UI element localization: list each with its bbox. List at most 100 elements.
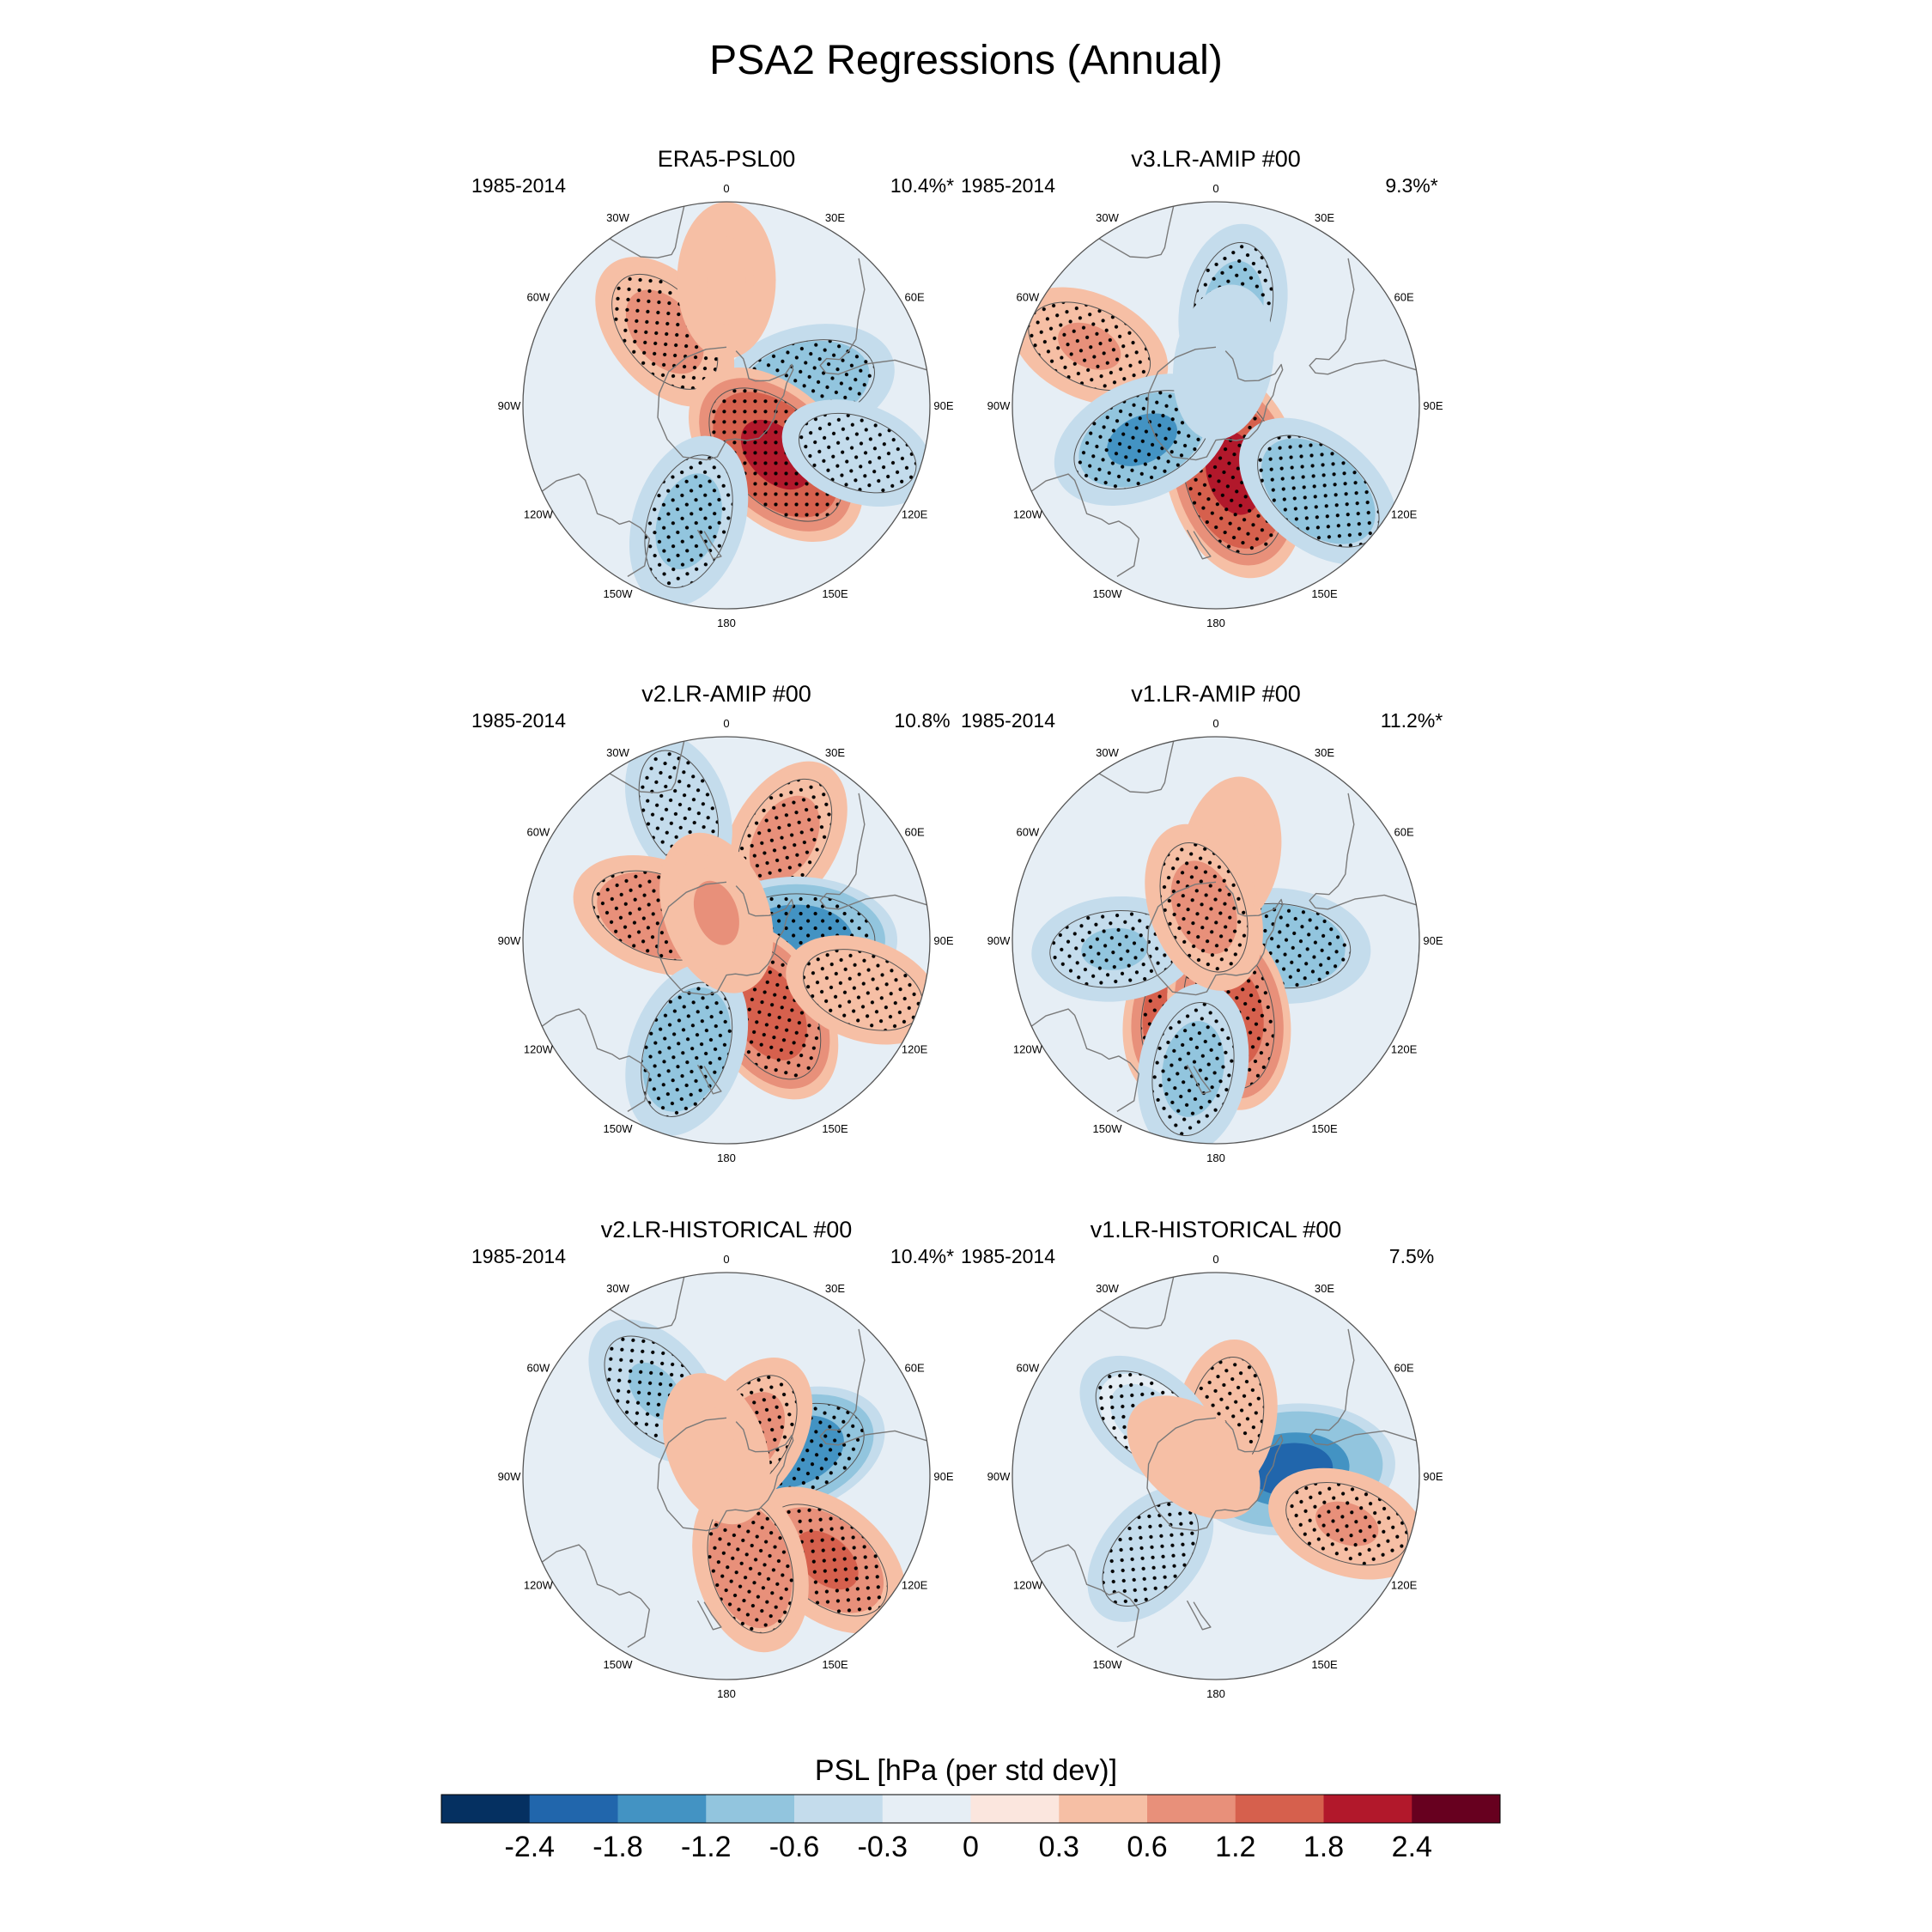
anomaly-cell	[629, 435, 749, 607]
figure-title: PSA2 Regressions (Annual)	[709, 38, 1223, 83]
colorbar-swatch	[441, 1795, 531, 1823]
coastline	[1309, 793, 1417, 910]
lon-label: 0	[1212, 717, 1218, 730]
lon-label: 90E	[1423, 1470, 1443, 1483]
lon-label: 180	[1206, 617, 1225, 629]
lon-label: 90W	[498, 399, 521, 412]
lon-label: 180	[717, 1151, 736, 1164]
coastline	[609, 741, 685, 793]
map-panel: v1.LR-AMIP #00 1985-2014 11.2%* 0 30E 60E 90E 1…	[961, 681, 1443, 1164]
lon-label: 150E	[1311, 1122, 1338, 1135]
anomaly-cell	[721, 761, 848, 918]
lon-label: 0	[723, 1253, 729, 1266]
lon-label: 90E	[1423, 399, 1443, 412]
colorbar-swatch	[970, 1795, 1060, 1823]
anomaly-cell	[1031, 896, 1198, 1002]
coastline	[541, 1008, 650, 1112]
anomaly-cell	[1012, 287, 1169, 406]
colorbar-swatch	[1235, 1795, 1324, 1823]
panel-period: 1985-2014	[961, 709, 1055, 732]
lon-label: 30E	[1315, 1282, 1334, 1295]
coastline	[1098, 1277, 1175, 1329]
anomaly-cell	[1239, 417, 1398, 565]
panel-period: 1985-2014	[961, 174, 1055, 197]
map-outline	[1012, 201, 1420, 610]
coastline	[696, 1600, 722, 1631]
coastline	[1098, 206, 1175, 258]
lon-label: 150W	[1093, 1122, 1123, 1135]
coastline	[1309, 258, 1417, 375]
coastline	[1186, 529, 1212, 560]
coastline	[1186, 1600, 1212, 1631]
lon-label: 60W	[1017, 826, 1040, 839]
lon-label: 30E	[1315, 211, 1334, 224]
lon-label: 30W	[1096, 746, 1119, 759]
panel-period: 1985-2014	[471, 1245, 566, 1267]
lon-label: 90E	[933, 399, 953, 412]
lon-label: 120W	[524, 508, 554, 521]
lon-label: 30E	[825, 746, 845, 759]
colorbar-tick: 0.6	[1127, 1831, 1167, 1863]
panel-variance: 7.5%	[1389, 1245, 1434, 1267]
colorbar-swatch	[706, 1795, 795, 1823]
significance-stipple	[798, 412, 917, 494]
anomaly-cell	[1054, 374, 1230, 507]
map-outline	[522, 201, 931, 610]
lon-label: 0	[1212, 182, 1218, 195]
lon-label: 120E	[1391, 508, 1418, 521]
lon-label: 30E	[825, 1282, 845, 1295]
map-panel: v2.LR-HISTORICAL #00 1985-2014 10.4%* 0 30E 6…	[471, 1217, 954, 1700]
map-outline	[522, 736, 931, 1145]
lon-label: 120E	[902, 1043, 928, 1056]
lon-label: 90W	[498, 1470, 521, 1483]
panel-title: v2.LR-HISTORICAL #00	[601, 1217, 853, 1242]
coastline	[819, 793, 927, 910]
lon-label: 30E	[1315, 746, 1334, 759]
colorbar-tick: -1.8	[592, 1831, 643, 1863]
coastline	[819, 1328, 927, 1446]
anomaly-cell	[692, 1479, 809, 1653]
lon-label: 90E	[933, 1470, 953, 1483]
lon-label: 0	[1212, 1253, 1218, 1266]
lon-label: 150W	[604, 587, 634, 600]
colorbar-swatch	[1147, 1795, 1236, 1823]
coastline	[541, 1544, 650, 1648]
coastline	[657, 346, 794, 461]
coastline	[1146, 881, 1284, 996]
coastline	[1030, 473, 1140, 577]
anomaly-cell	[781, 399, 930, 507]
lon-label: 120E	[902, 508, 928, 521]
colorbar-swatch	[1412, 1795, 1501, 1823]
coastline	[657, 1417, 794, 1532]
colorbar-tick: 0	[963, 1831, 979, 1863]
lon-label: 120W	[524, 1579, 554, 1592]
lon-label: 60E	[905, 291, 925, 304]
lon-label: 150E	[822, 587, 848, 600]
anomaly-cell	[1145, 823, 1263, 991]
colorbar-label: PSL [hPa (per std dev)]	[815, 1754, 1117, 1787]
lon-label: 30E	[825, 211, 845, 224]
colorbar-swatch	[794, 1795, 884, 1823]
lon-label: 30W	[606, 746, 629, 759]
anomaly-cell	[677, 202, 776, 359]
coastline	[1030, 1008, 1140, 1112]
coastline	[1030, 1544, 1140, 1648]
map-field	[1012, 737, 1419, 1144]
anomaly-cell	[1268, 1467, 1419, 1580]
colorbar-swatch	[617, 1795, 707, 1823]
colorbar-swatch	[882, 1795, 971, 1823]
lon-label: 90W	[987, 1470, 1011, 1483]
lon-label: 60W	[527, 826, 550, 839]
colorbar-tick: -0.6	[769, 1831, 820, 1863]
colorbar-swatch	[1323, 1795, 1413, 1823]
lon-label: 150E	[1311, 1658, 1338, 1671]
colorbar-tick: 0.3	[1039, 1831, 1079, 1863]
panel-period: 1985-2014	[471, 709, 566, 732]
map-panel: v1.LR-HISTORICAL #00 1985-2014 7.5% 0 30E 60E…	[961, 1217, 1443, 1700]
lon-label: 30W	[1096, 1282, 1119, 1295]
lon-label: 60E	[1394, 291, 1414, 304]
panel-title: v3.LR-AMIP #00	[1131, 146, 1301, 172]
lon-label: 60W	[1017, 1362, 1040, 1375]
anomaly-cell	[1172, 284, 1274, 440]
lon-label: 150W	[604, 1122, 634, 1135]
